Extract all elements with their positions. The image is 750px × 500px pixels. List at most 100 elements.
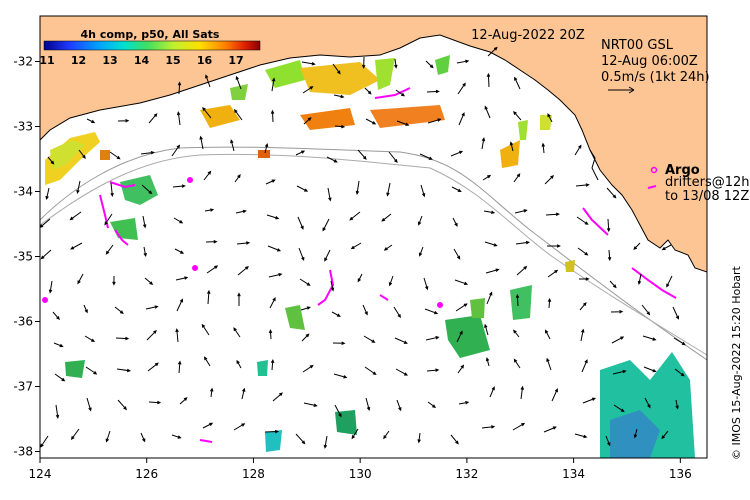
current-arrow	[543, 426, 557, 433]
current-arrow	[546, 244, 561, 248]
current-arrow	[202, 422, 214, 429]
colorbar-tick-label: 16	[197, 54, 213, 67]
current-arrow	[424, 308, 439, 315]
current-arrow	[456, 59, 470, 64]
current-arrow	[457, 364, 465, 374]
current-arrow	[578, 277, 590, 281]
current-arrow	[140, 150, 155, 155]
isobath-line	[40, 146, 707, 361]
colorbar-tick-label: 15	[165, 54, 180, 67]
current-arrow	[174, 248, 185, 254]
current-arrow	[364, 87, 372, 95]
current-arrow	[267, 245, 282, 252]
map-timestamp: 12-Aug-2022 20Z	[471, 28, 585, 43]
current-arrow	[298, 247, 305, 262]
current-arrow	[141, 184, 153, 195]
current-arrow	[145, 305, 159, 310]
current-arrow	[364, 366, 377, 376]
current-arrow	[324, 249, 331, 262]
current-arrow	[581, 359, 588, 373]
colorbar: 4h comp, p50, All Sats 11 12 13 14 15 16 17	[39, 28, 261, 67]
current-arrow	[144, 277, 154, 286]
current-arrow	[417, 432, 421, 444]
current-arrow	[40, 435, 49, 448]
current-arrow	[576, 216, 589, 225]
current-arrow	[78, 149, 86, 159]
current-arrow	[396, 399, 402, 412]
argo-legend-title: Argo	[665, 163, 700, 178]
current-arrow	[661, 244, 672, 251]
argo-legend-line2: to 13/08 12Z	[665, 189, 749, 204]
current-arrow	[633, 428, 638, 439]
current-arrow	[116, 368, 131, 373]
current-arrow	[363, 335, 376, 343]
imos-credit: © IMOS 15-Aug-2022 15:20 Hobart	[730, 266, 743, 460]
x-tick-label: 136	[669, 467, 692, 481]
current-arrow	[176, 298, 183, 312]
colorbar-title: 4h comp, p50, All Sats	[81, 28, 220, 41]
current-arrow	[205, 74, 211, 88]
current-vectors	[40, 46, 686, 449]
argo-marker-icon	[650, 166, 658, 174]
current-arrow	[455, 303, 468, 312]
current-arrow	[394, 337, 408, 344]
current-arrow	[148, 400, 162, 405]
current-arrow	[233, 327, 241, 338]
y-tick-label: -35	[13, 250, 33, 264]
argo-legend: Argo drifters@12h to 13/08 12Z	[647, 163, 750, 204]
current-arrow	[112, 275, 116, 286]
x-axis: 124 126 128 130 132 134 136	[29, 458, 692, 481]
current-arrow	[237, 292, 241, 307]
current-arrow	[516, 265, 528, 276]
current-arrow	[381, 213, 392, 222]
current-arrow	[674, 368, 685, 377]
current-arrow	[514, 209, 528, 214]
current-arrow	[452, 217, 458, 227]
current-arrow	[264, 142, 269, 154]
current-arrow	[426, 89, 440, 94]
current-arrow	[204, 356, 211, 367]
argo-legend-line1: drifters@12h	[665, 175, 750, 190]
current-arrow	[609, 280, 617, 289]
current-arrow	[481, 425, 496, 429]
current-arrow	[575, 183, 590, 187]
current-arrow	[482, 174, 492, 181]
colorbar-tick-label: 12	[71, 54, 86, 67]
current-arrow	[323, 435, 328, 449]
x-tick-label: 132	[455, 467, 478, 481]
current-arrow	[481, 137, 486, 150]
current-arrow	[330, 280, 335, 292]
current-arrow	[544, 329, 551, 340]
plot-frame	[39, 15, 708, 459]
current-arrow	[485, 357, 490, 367]
current-arrow	[458, 112, 465, 126]
current-arrow	[117, 399, 127, 411]
current-arrow	[383, 430, 390, 440]
current-arrow	[484, 105, 491, 119]
current-arrow	[333, 373, 348, 379]
current-arrow	[70, 242, 83, 250]
current-arrow	[666, 275, 673, 288]
current-arrow	[70, 428, 80, 440]
current-arrow	[303, 117, 312, 125]
y-tick-label: -36	[13, 315, 33, 329]
current-arrow	[233, 423, 246, 431]
current-arrow	[241, 387, 246, 400]
current-arrow	[386, 182, 391, 197]
current-arrow	[427, 401, 437, 408]
colorbar-gradient	[43, 40, 261, 51]
current-arrow	[202, 106, 212, 119]
current-arrow	[611, 336, 625, 344]
current-arrow	[301, 333, 310, 342]
current-arrow	[633, 242, 641, 251]
current-arrow	[109, 151, 121, 160]
current-arrow	[574, 433, 588, 439]
current-arrow	[450, 434, 459, 445]
current-arrow	[76, 180, 81, 194]
current-arrow	[234, 174, 241, 183]
current-arrow	[512, 422, 526, 431]
current-arrow	[86, 118, 96, 124]
current-arrow	[300, 306, 311, 311]
current-arrow	[40, 249, 52, 260]
current-arrow	[425, 60, 434, 69]
